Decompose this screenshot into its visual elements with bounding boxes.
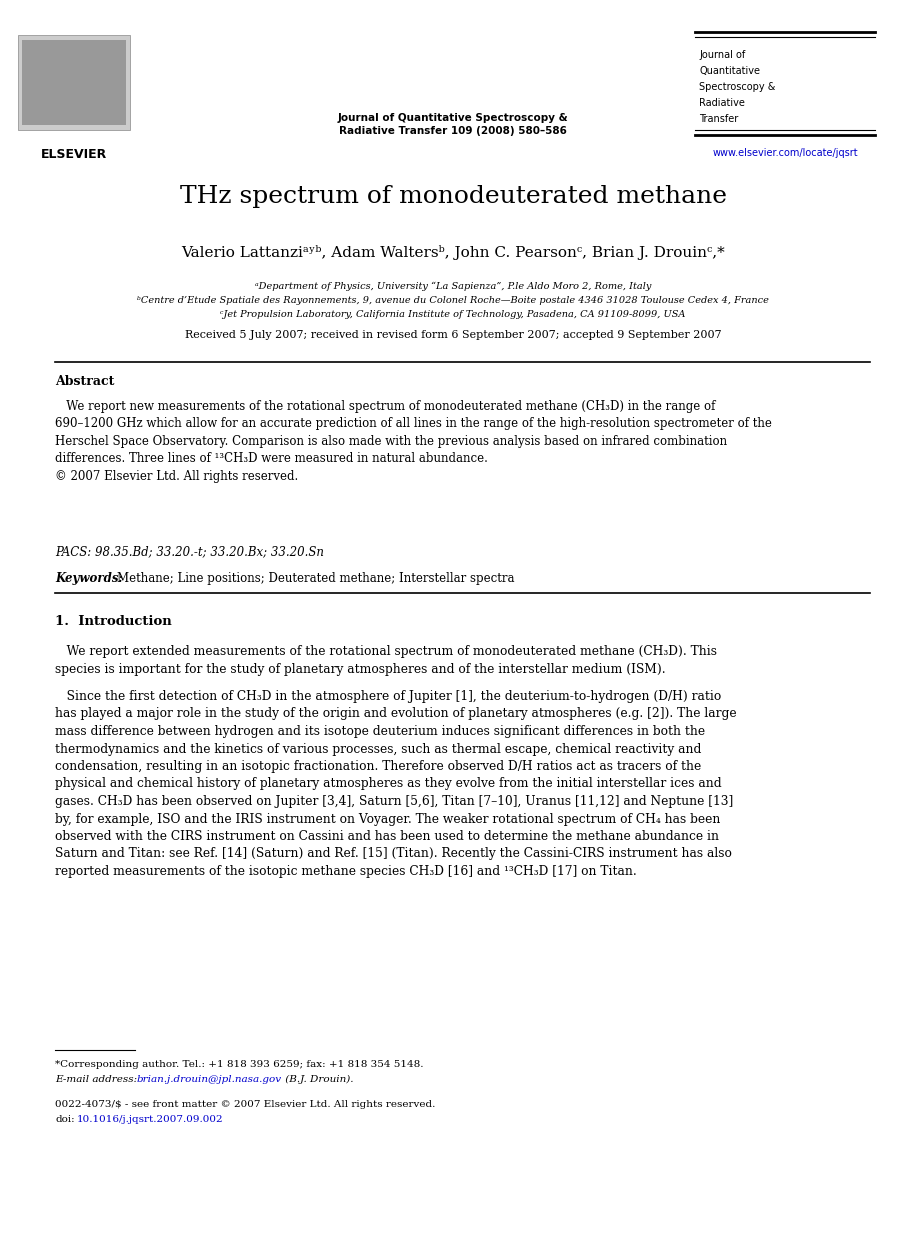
Text: Valerio Lattanziᵃʸᵇ, Adam Waltersᵇ, John C. Pearsonᶜ, Brian J. Drouinᶜ,*: Valerio Lattanziᵃʸᵇ, Adam Waltersᵇ, John… [181, 245, 725, 260]
Text: 10.1016/j.jqsrt.2007.09.002: 10.1016/j.jqsrt.2007.09.002 [77, 1115, 224, 1124]
Text: Since the first detection of CH₃D in the atmosphere of Jupiter [1], the deuteriu: Since the first detection of CH₃D in the… [55, 690, 736, 878]
Text: We report extended measurements of the rotational spectrum of monodeuterated met: We report extended measurements of the r… [55, 645, 717, 676]
Text: 1.  Introduction: 1. Introduction [55, 615, 171, 628]
Text: THz spectrum of monodeuterated methane: THz spectrum of monodeuterated methane [180, 184, 727, 208]
Text: ᶜJet Propulsion Laboratory, California Institute of Technology, Pasadena, CA 911: ᶜJet Propulsion Laboratory, California I… [220, 310, 686, 319]
Text: Radiative Transfer 109 (2008) 580–586: Radiative Transfer 109 (2008) 580–586 [339, 126, 567, 136]
Text: PACS: 98.35.Bd; 33.20.-t; 33.20.Bx; 33.20.Sn: PACS: 98.35.Bd; 33.20.-t; 33.20.Bx; 33.2… [55, 545, 324, 558]
Text: 0022-4073/$ - see front matter © 2007 Elsevier Ltd. All rights reserved.: 0022-4073/$ - see front matter © 2007 El… [55, 1101, 435, 1109]
Text: (B.J. Drouin).: (B.J. Drouin). [282, 1075, 354, 1084]
Text: Received 5 July 2007; received in revised form 6 September 2007; accepted 9 Sept: Received 5 July 2007; received in revise… [185, 331, 721, 340]
Text: Quantitative: Quantitative [699, 66, 760, 76]
Text: www.elsevier.com/locate/jqsrt: www.elsevier.com/locate/jqsrt [712, 149, 858, 158]
Text: Keywords:: Keywords: [55, 572, 127, 586]
Text: Journal of Quantitative Spectroscopy &: Journal of Quantitative Spectroscopy & [337, 113, 569, 123]
FancyBboxPatch shape [22, 40, 126, 125]
Text: Spectroscopy &: Spectroscopy & [699, 82, 775, 92]
Text: E-mail address:: E-mail address: [55, 1075, 141, 1084]
Text: doi:: doi: [55, 1115, 74, 1124]
Text: ᵇCentre d’Etude Spatiale des Rayonnements, 9, avenue du Colonel Roche—Boite post: ᵇCentre d’Etude Spatiale des Rayonnement… [137, 296, 769, 305]
Text: We report new measurements of the rotational spectrum of monodeuterated methane : We report new measurements of the rotati… [55, 400, 772, 483]
Text: Methane; Line positions; Deuterated methane; Interstellar spectra: Methane; Line positions; Deuterated meth… [117, 572, 514, 586]
Text: Journal of: Journal of [699, 50, 746, 59]
FancyBboxPatch shape [18, 35, 130, 130]
Text: brian.j.drouin@jpl.nasa.gov: brian.j.drouin@jpl.nasa.gov [137, 1075, 282, 1084]
Text: ᵃDepartment of Physics, University “La Sapienza”, P.le Aldo Moro 2, Rome, Italy: ᵃDepartment of Physics, University “La S… [255, 282, 651, 291]
Text: Transfer: Transfer [699, 114, 738, 124]
Text: Radiative: Radiative [699, 98, 745, 108]
Text: ELSEVIER: ELSEVIER [41, 149, 107, 161]
Text: Abstract: Abstract [55, 375, 114, 387]
Text: *Corresponding author. Tel.: +1 818 393 6259; fax: +1 818 354 5148.: *Corresponding author. Tel.: +1 818 393 … [55, 1060, 424, 1068]
